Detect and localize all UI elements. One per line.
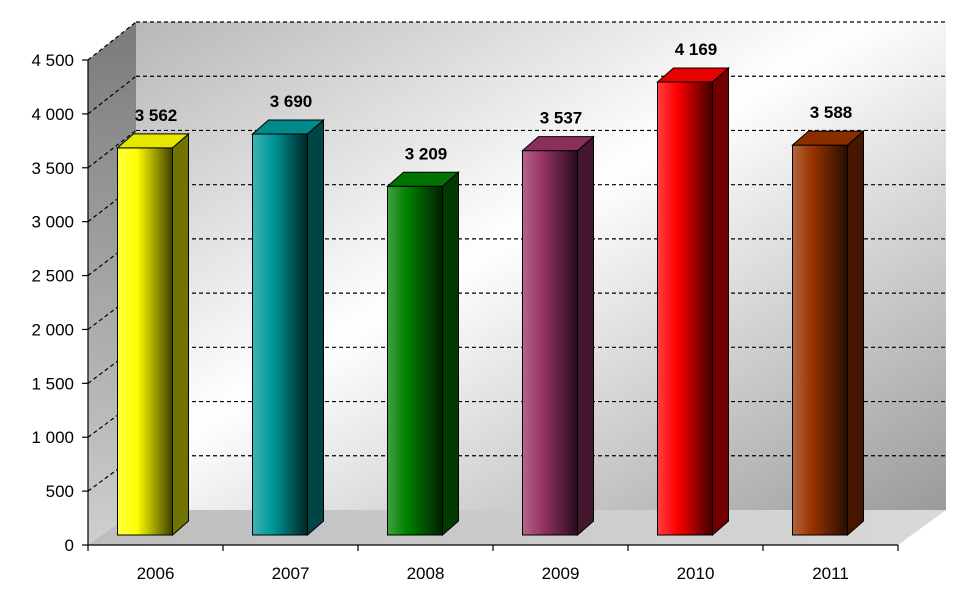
y-tick-label: 3 500	[31, 159, 74, 178]
bar-side	[847, 130, 864, 537]
bar-side	[712, 66, 729, 537]
bar-top	[116, 133, 190, 149]
y-axis-tick-labels: 0 500 1 000 1 500 2 000 2 500 3 000 3 500 4 000 4…	[31, 51, 74, 555]
axes	[82, 59, 899, 551]
bar-2008	[386, 171, 460, 537]
gridline-side	[87, 75, 137, 115]
bar-2009	[521, 135, 595, 537]
x-tick-label: 2010	[677, 564, 715, 583]
y-tick-label: 4 000	[31, 105, 74, 124]
bar-front	[252, 133, 308, 536]
bar-top	[521, 136, 595, 152]
x-tick-label: 2007	[272, 564, 310, 583]
data-labels: 3 562 3 690 3 209 3 537 4 169 3 588	[135, 40, 853, 163]
x-tick-label: 2008	[407, 564, 445, 583]
bar-2010	[656, 66, 730, 537]
bar-2006	[116, 132, 190, 537]
bar-front	[117, 147, 173, 536]
x-tick-label: 2011	[812, 564, 849, 583]
y-tick-label: 2 500	[31, 267, 74, 286]
bar-top	[656, 67, 730, 83]
bars	[116, 66, 865, 537]
data-label: 3 209	[405, 144, 448, 163]
gridline-side	[87, 129, 137, 169]
bar-front	[657, 81, 713, 536]
bar-2011	[791, 130, 865, 537]
y-tick-label: 4 500	[31, 51, 74, 70]
bar-front	[792, 144, 848, 536]
data-label: 4 169	[675, 40, 718, 59]
y-tick-label: 1 500	[31, 374, 74, 393]
bar-top	[791, 130, 865, 146]
bar-front	[522, 150, 578, 536]
y-tick-label: 0	[65, 536, 74, 555]
bar-top	[251, 119, 325, 135]
data-label: 3 690	[270, 92, 313, 111]
y-tick-label: 3 000	[31, 213, 74, 232]
data-label: 3 588	[810, 103, 853, 122]
gridline-side	[87, 21, 137, 61]
bar-side	[442, 171, 459, 537]
y-tick-label: 500	[46, 482, 74, 501]
data-label: 3 562	[135, 106, 178, 125]
data-label: 3 537	[540, 109, 583, 128]
bar-2007	[251, 118, 325, 537]
x-tick-label: 2006	[137, 564, 175, 583]
bar-front	[387, 185, 443, 536]
bar-side	[307, 118, 324, 537]
bar-side	[577, 135, 594, 537]
bar-side	[172, 132, 189, 537]
bar-top	[386, 171, 460, 187]
y-tick-label: 1 000	[31, 428, 74, 447]
x-axis-tick-labels: 2006 2007 2008 2009 2010 2011	[137, 564, 849, 583]
x-tick-label: 2009	[542, 564, 580, 583]
y-tick-label: 2 000	[31, 320, 74, 339]
